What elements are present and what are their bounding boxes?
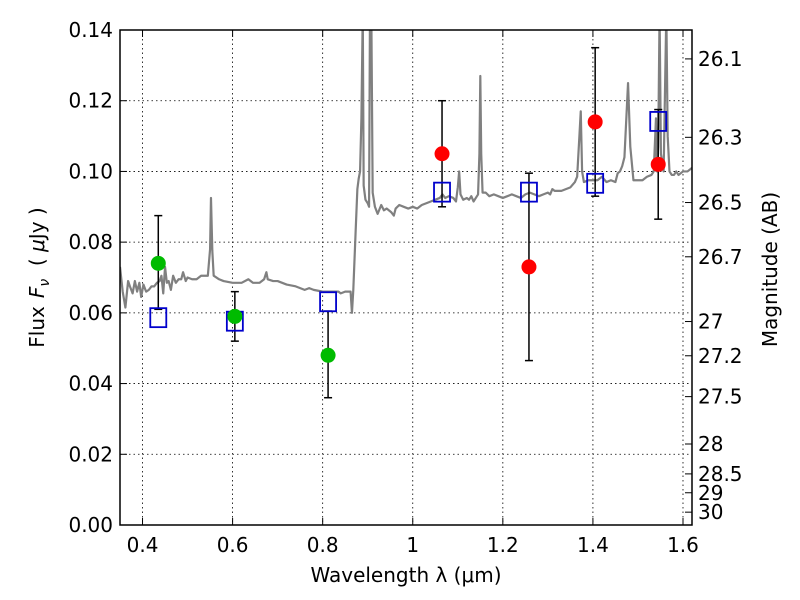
x-tick-label: 0.8: [307, 533, 339, 557]
y2-tick-label: 27: [698, 310, 723, 334]
y2-tick-label: 27.2: [698, 344, 743, 368]
x-tick-label: 0.4: [127, 533, 159, 557]
y2-tick-label: 29: [698, 481, 723, 505]
model-flux-square: [586, 172, 605, 194]
observed-flux-green-point: [227, 308, 243, 324]
model-flux-square: [149, 307, 168, 329]
y2-tick-label: 26.5: [698, 191, 743, 215]
x-tick-label: 1: [406, 533, 419, 557]
grid: [120, 30, 692, 525]
y2-tick-label: 26.1: [698, 47, 743, 71]
y2-tick-label: 27.5: [698, 385, 743, 409]
y-tick-label: 0.06: [68, 301, 113, 325]
y2-tick-label: 26.7: [698, 245, 743, 269]
x-tick-label: 1.4: [577, 533, 609, 557]
plot-data: [120, 30, 692, 399]
y-axis-label-suffix: Jy ): [25, 207, 49, 241]
y-axis-label: Flux Fν ( μJy ): [25, 207, 53, 347]
x-tick-label: 0.6: [217, 533, 249, 557]
y-axis-label-mid: (: [25, 252, 49, 279]
observed-flux-green-point: [150, 255, 166, 271]
observed-flux-red-point: [434, 146, 450, 162]
observed-flux-red-point: [587, 114, 603, 130]
axis-ticks: 0.4 0.6 0.8 1 1.2 1.4 1.6 0.00 0.02 0.04 0.06 0.08 0…: [68, 18, 742, 557]
y-tick-label: 0.00: [68, 513, 113, 537]
model-flux-square: [433, 181, 451, 203]
template-spectrum-line: [120, 30, 692, 314]
y2-tick-label: 26.3: [698, 125, 743, 149]
y-tick-label: 0.04: [68, 372, 113, 396]
x-axis-label: Wavelength λ (μm): [310, 563, 501, 587]
y-tick-label: 0.14: [68, 18, 113, 42]
observed-flux-green-point: [320, 347, 336, 363]
y2-tick-label: 28: [698, 432, 723, 456]
y2-tick-label: 28.5: [698, 462, 743, 486]
y-tick-label: 0.08: [68, 230, 113, 254]
x-tick-label: 1.6: [667, 533, 699, 557]
observed-flux-red-point: [650, 156, 666, 172]
right-axis-label: Magnitude (AB): [758, 192, 782, 347]
y-axis-label-symbol: F: [25, 286, 49, 298]
y-tick-label: 0.02: [68, 442, 113, 466]
model-flux-square: [319, 291, 337, 313]
model-flux-square: [520, 181, 538, 203]
model-flux-square: [649, 111, 668, 132]
y-tick-label: 0.10: [68, 159, 113, 183]
y-axis-label-prefix: Flux: [25, 306, 49, 348]
observed-flux-red-point: [521, 259, 537, 275]
x-tick-label: 1.2: [487, 533, 519, 557]
y-tick-label: 0.12: [68, 89, 113, 113]
plot-frame: [119, 29, 693, 526]
y-axis-label-subscript: ν: [37, 279, 53, 287]
y-axis-label-mu: μ: [25, 239, 49, 253]
y2-tick-label: 30: [698, 500, 723, 524]
